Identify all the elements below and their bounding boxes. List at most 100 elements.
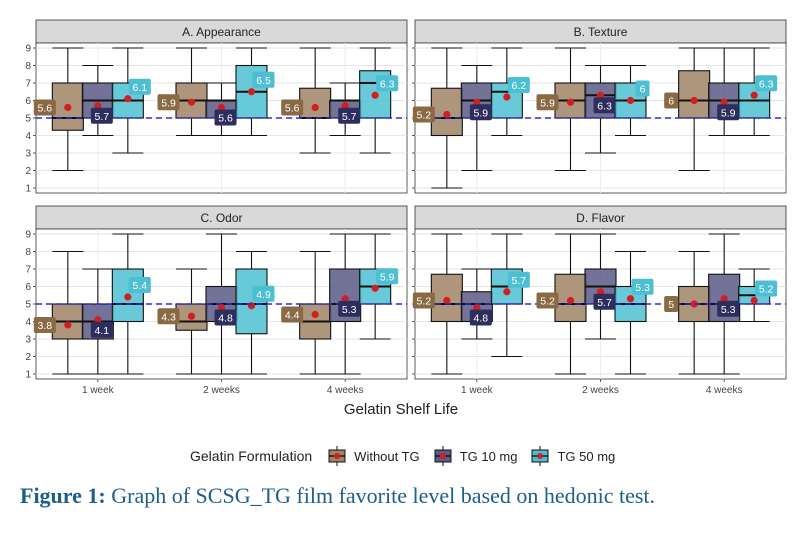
panel-d-flavor-xtick-label-4-weeks: 4 weeks: [706, 385, 743, 396]
panel-b-texture-tg-10-mg-1-week-mean-point: [473, 98, 481, 106]
panel-c-odor-ytick-label-8: 8: [25, 247, 31, 258]
panel-d-flavor-tg-50-mg-2-weeks-mean-label-bg: [631, 278, 654, 295]
panel-d-flavor-tg-50-mg-4-weeks-mean-point: [750, 296, 758, 305]
panel-d-flavor-without-tg-1-week-mean-label: 5.2: [417, 296, 432, 308]
panel-c-odor-without-tg-2-weeks-mean-label: 4.3: [161, 311, 176, 323]
panel-a-appearance-tg-50-mg-1-week-mean-label: 6.1: [133, 82, 148, 94]
panel-a-appearance-tg-10-mg-4-weeks-mean-point: [341, 102, 349, 110]
panel-c-odor-tg-50-mg-1-week-mean-point: [124, 293, 132, 301]
panel-c-odor-tg-10-mg-2-weeks-mean-label-bg: [214, 309, 237, 326]
legend-title: Gelatin Formulation: [190, 448, 313, 464]
panel-c-odor-without-tg-4-weeks-mean-label: 4.4: [285, 310, 300, 322]
panel-c-odor-without-tg-1-week-mean-label: 3.8: [38, 320, 53, 332]
panel-b-texture-tg-10-mg-4-weeks-mean-point: [720, 98, 728, 106]
panel-c-odor-ytick-label-2: 2: [25, 352, 31, 363]
legend-key-glyph-tg-10-mg: [434, 446, 452, 466]
panel-d-flavor-tg-10-mg-1-week-mean-label-bg: [469, 309, 492, 326]
panel-b-texture-without-tg-1-week-mean-point: [443, 110, 451, 119]
panel-a-appearance-without-tg-1-week-mean-label-bg: [33, 99, 56, 116]
panel-b-texture-without-tg-4-weeks-mean-label: 6: [668, 96, 674, 108]
panel-c-odor-tg-50-mg-1-week-mean-label-bg: [128, 277, 151, 293]
panel-c-odor-xtick-label-1-week: 1 week: [82, 385, 115, 396]
panel-b-texture-tg-10-mg-1-week-mean-label-bg: [469, 104, 492, 121]
panel-a-appearance-without-tg-4-weeks-box: [299, 87, 332, 119]
panel-a-appearance-tg-10-mg-2-weeks-mean-label-bg: [214, 109, 237, 126]
panel-d-flavor-tg-10-mg-1-week-mean-point: [473, 303, 481, 312]
panel-b-texture-tg-50-mg-1-week-mean-label: 6.2: [512, 80, 527, 92]
panel-d-flavor-tg-10-mg-2-weeks-mean-label: 5.7: [597, 297, 612, 309]
panel-c-odor-without-tg-4-weeks-mean-label-bg: [281, 306, 304, 323]
panel-c-odor-xtick-label-2-weeks: 2 weeks: [203, 385, 240, 396]
panel-b-texture-without-tg-2-weeks-mean-point: [566, 98, 575, 106]
legend-key-glyph-tg-50-mg: [531, 446, 549, 466]
panel-b-texture-without-tg-4-weeks-box: [678, 70, 711, 119]
panel-b-texture-tg-10-mg-1-week-mean-label: 5.9: [474, 107, 489, 119]
panel-c-odor-tg-50-mg-4-weeks-mean-point: [371, 284, 379, 292]
legend-key-tg-10-mg-mean: [439, 453, 446, 459]
panel-c-odor-tg-50-mg-2-weeks-mean-label: 4.9: [256, 289, 271, 301]
panel-a-appearance-without-tg-4-weeks-mean-label-bg: [281, 99, 304, 116]
panel-d-flavor-without-tg-4-weeks-mean-label-bg: [664, 296, 679, 312]
panel-d-flavor-tg-50-mg-1-week-mean-label-bg: [507, 271, 530, 288]
panel-a-appearance-ytick-label-4: 4: [25, 131, 31, 142]
panel-a-appearance-tg-10-mg-2-weeks-mean-point: [217, 103, 226, 112]
panel-b-texture-without-tg-1-week-mean-label: 5.2: [417, 110, 432, 122]
caption-text: Graph of SCSG_TG film favorite level bas…: [105, 483, 656, 508]
legend-key-glyph-without-tg: [328, 446, 346, 466]
panel-b-texture-tg-10-mg-2-weeks-mean-label: 6.3: [597, 100, 612, 112]
legend-key-tg-10mg: [432, 445, 454, 467]
panel-b-texture-tg-10-mg-4-weeks-mean-label-bg: [717, 104, 740, 121]
panel-a-appearance-without-tg-1-week-box: [51, 82, 84, 131]
panel-c-odor-ytick-label-4: 4: [25, 317, 31, 328]
x-axis-title: Gelatin Shelf Life: [343, 401, 459, 418]
legend: Gelatin Formulation Without TG TG 10 mg …: [190, 444, 627, 468]
panel-c-odor-ytick-label-7: 7: [25, 265, 31, 276]
panel-b-texture-title: B. Texture: [574, 25, 628, 39]
panel-c-odor-tg-10-mg-1-week-mean-label: 4.1: [95, 325, 110, 337]
panel-a-appearance-tg-50-mg-2-weeks-mean-label: 6.5: [256, 75, 271, 87]
legend-label-tg-50mg: TG 50 mg: [557, 448, 616, 464]
panel-a-appearance-tg-50-mg-2-weeks-mean-point: [247, 88, 256, 96]
panel-d-flavor-xtick-label-1-week: 1 week: [461, 385, 494, 396]
panel-b-texture-tg-50-mg-2-weeks-mean-label: 6: [640, 84, 646, 96]
panel-a-appearance-ytick-label-7: 7: [25, 79, 31, 90]
panel-a-appearance-without-tg-4-weeks-mean-point: [311, 103, 319, 112]
panel-d-flavor-without-tg-4-weeks-mean-label: 5: [668, 299, 674, 311]
panel-c-odor-tg-50-mg-4-weeks-mean-label: 5.9: [380, 271, 395, 283]
panel-b-texture-tg-10-mg-2-weeks-mean-label-bg: [593, 97, 616, 114]
panel-c-odor-tg-10-mg-2-weeks-mean-point: [217, 303, 226, 312]
panel-d-flavor-tg-10-mg-2-weeks-mean-point: [596, 288, 605, 296]
panel-b-texture-tg-10-mg-2-weeks-mean-point: [596, 91, 605, 99]
panel-b-texture-tg-50-mg-4-weeks-mean-label-bg: [755, 75, 778, 92]
panel-a-appearance-tg-50-mg-1-week-mean-label-bg: [128, 78, 151, 95]
legend-key-without-tg-mean: [334, 453, 341, 459]
panel-a-appearance-ytick-label-3: 3: [25, 149, 31, 160]
panel-c-odor-tg-10-mg-4-weeks-mean-point: [341, 295, 349, 303]
panel-b-texture-tg-50-mg-1-week-mean-label-bg: [507, 77, 530, 93]
panel-a-appearance-tg-50-mg-1-week-mean-point: [124, 95, 132, 103]
panel-b-texture-tg-50-mg-2-weeks-mean-point: [626, 96, 635, 105]
panel-d-flavor-without-tg-1-week-mean-point: [443, 296, 451, 305]
panel-a-appearance-ytick-label-5: 5: [25, 114, 31, 125]
panel-c-odor-ytick-label-6: 6: [25, 282, 31, 293]
panel-a-appearance-tg-50-mg-4-weeks-mean-label-bg: [376, 75, 399, 92]
panel-c-odor-tg-50-mg-4-weeks-mean-label-bg: [376, 268, 399, 285]
panel-a-appearance-ytick-label-1: 1: [25, 184, 31, 195]
panel-c-odor-tg-10-mg-1-week-mean-point: [94, 316, 102, 324]
panel-d-flavor-title: D. Flavor: [576, 211, 625, 225]
panel-b-texture-without-tg-2-weeks-mean-label: 5.9: [540, 97, 555, 109]
panel-c-odor-without-tg-2-weeks-mean-label-bg: [157, 308, 180, 325]
panel-a-appearance-ytick-label-6: 6: [25, 96, 31, 107]
panel-d-flavor-tg-50-mg-2-weeks-mean-point: [626, 295, 635, 303]
panel-a-appearance-without-tg-1-week-mean-point: [64, 103, 72, 112]
panel-d-flavor-tg-10-mg-2-weeks-mean-label-bg: [593, 293, 616, 310]
panel-a-appearance-tg-50-mg-2-weeks-mean-label-bg: [252, 71, 275, 88]
panel-a-appearance-without-tg-4-weeks-mean-label: 5.6: [285, 103, 300, 115]
panel-d-flavor-without-tg-2-weeks-mean-label-bg: [536, 292, 559, 309]
panel-b-texture-without-tg-4-weeks-mean-label-bg: [664, 92, 679, 109]
panel-d-flavor-tg-50-mg-4-weeks-mean-label-bg: [755, 280, 778, 297]
panel-d-flavor-tg-10-mg-4-weeks-mean-point: [720, 295, 728, 303]
panel-a-appearance-title: A. Appearance: [182, 25, 261, 39]
panel-b-texture-tg-50-mg-4-weeks-mean-label: 6.3: [759, 78, 774, 90]
panel-d-flavor-without-tg-2-weeks-mean-point: [566, 296, 575, 305]
